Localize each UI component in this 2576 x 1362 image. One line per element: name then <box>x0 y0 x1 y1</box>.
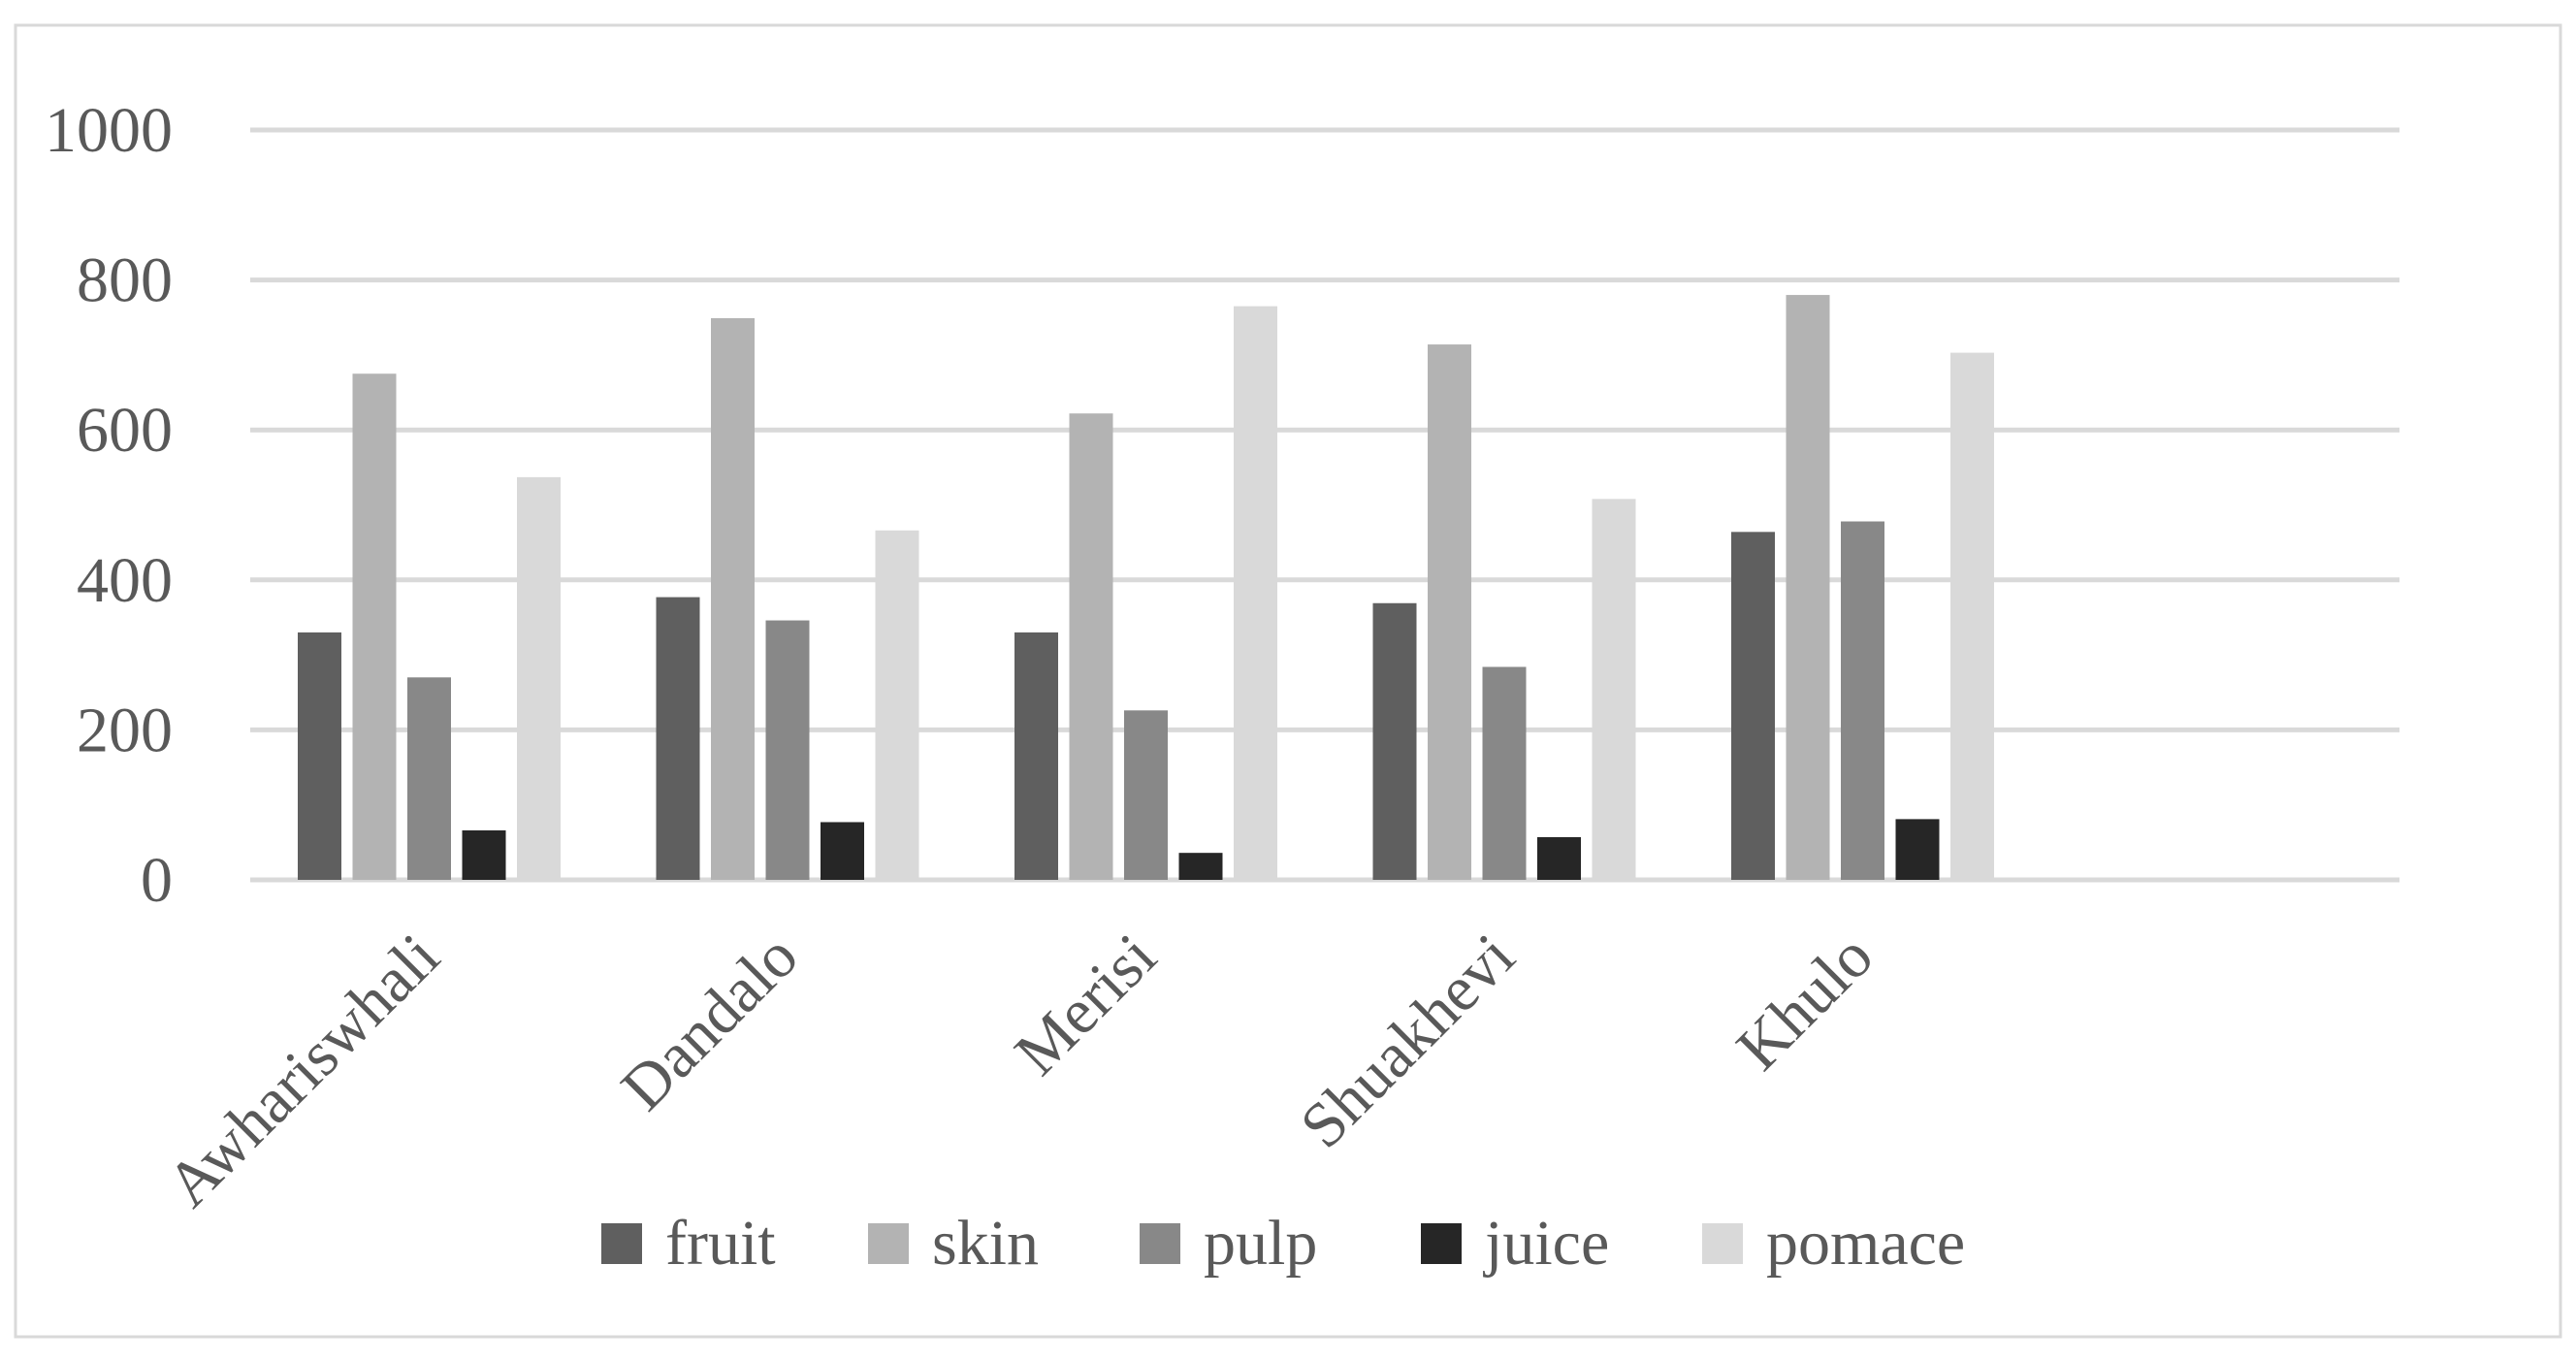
bar-juice-merisi <box>1178 853 1223 880</box>
bar-pulp-shuakhevi <box>1482 666 1527 880</box>
legend-swatch <box>868 1223 909 1264</box>
bar-pomace-dandalo <box>875 530 919 880</box>
legend-swatch <box>1140 1223 1180 1264</box>
chart-border <box>14 23 2562 1339</box>
bar-skin-dandalo <box>711 318 755 880</box>
y-tick-label: 600 <box>77 395 173 466</box>
y-tick-label: 0 <box>141 845 173 916</box>
legend-swatch <box>601 1223 642 1264</box>
legend-label: fruit <box>665 1208 776 1279</box>
bar-juice-awhariswhali <box>462 829 506 880</box>
bar-pomace-merisi <box>1234 306 1277 880</box>
bar-skin-merisi <box>1069 413 1113 880</box>
legend-item-juice: juice <box>1421 1208 1609 1279</box>
bar-pulp-awhariswhali <box>407 677 451 880</box>
y-tick-label: 400 <box>77 545 173 616</box>
bar-fruit-awhariswhali <box>298 632 341 880</box>
legend-swatch <box>1421 1223 1462 1264</box>
bar-skin-shuakhevi <box>1428 344 1471 880</box>
bar-juice-shuakhevi <box>1537 836 1581 880</box>
legend-label: skin <box>932 1208 1039 1279</box>
y-tick-label: 1000 <box>45 95 173 166</box>
bars <box>298 295 1994 881</box>
legend-swatch <box>1702 1223 1743 1264</box>
bar-fruit-merisi <box>1014 632 1058 880</box>
legend-label: pomace <box>1766 1208 1965 1279</box>
legend-item-fruit: fruit <box>601 1208 776 1279</box>
bar-fruit-khulo <box>1731 532 1775 880</box>
legend-label: juice <box>1483 1208 1609 1279</box>
bar-fruit-dandalo <box>656 597 700 880</box>
bar-pulp-dandalo <box>765 620 810 880</box>
bar-pomace-khulo <box>1950 352 1994 880</box>
bar-pulp-merisi <box>1124 710 1168 880</box>
y-tick-label: 200 <box>77 695 173 765</box>
bar-juice-khulo <box>1895 819 1940 880</box>
bar-juice-dandalo <box>821 822 864 880</box>
bar-fruit-shuakhevi <box>1372 602 1417 880</box>
bar-skin-awhariswhali <box>352 373 397 881</box>
y-tick-label: 800 <box>77 245 173 316</box>
bar-pulp-khulo <box>1841 521 1884 880</box>
legend-item-pomace: pomace <box>1702 1208 1965 1279</box>
gridlines <box>250 127 2399 883</box>
bar-pomace-awhariswhali <box>517 476 561 880</box>
bar-skin-khulo <box>1786 295 1830 880</box>
legend-item-pulp: pulp <box>1140 1208 1317 1279</box>
legend-label: pulp <box>1204 1208 1317 1279</box>
bar-pomace-shuakhevi <box>1592 499 1636 880</box>
legend: fruit skin pulp juice pomace <box>601 1208 1965 1279</box>
legend-item-skin: skin <box>868 1208 1039 1279</box>
y-axis-labels: 0 200 400 600 800 1000 <box>45 95 173 916</box>
